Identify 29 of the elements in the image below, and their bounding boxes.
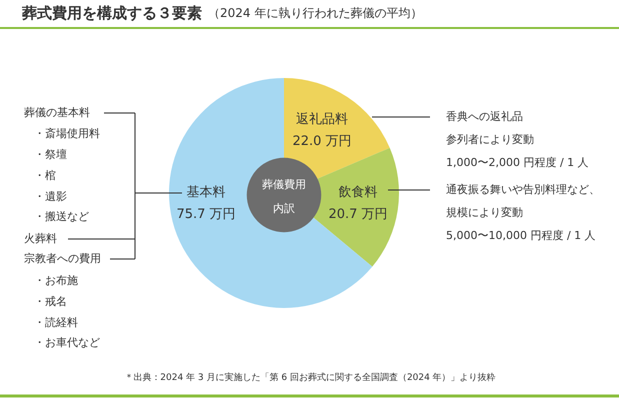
text: 通夜振る舞いや告別料理など、: [446, 183, 600, 196]
text: ・戒名: [34, 295, 67, 308]
chart-title: 葬式費用を構成する３要素: [21, 4, 202, 22]
slice-label: 基本料: [186, 185, 226, 200]
slice-label: 返礼品料: [296, 112, 348, 127]
data-label: 75.7 万円: [176, 207, 236, 222]
text: ・お車代など: [34, 336, 100, 349]
text: ・棺: [34, 169, 56, 182]
text: 香典への返礼品: [446, 110, 523, 123]
text: 葬儀の基本料: [24, 106, 90, 119]
text: ・斎場使用料: [34, 127, 100, 140]
text: 参列者により変動: [446, 133, 534, 146]
text: 規模により変動: [446, 206, 523, 219]
data-label: 22.0 万円: [292, 134, 352, 149]
text: ・読経料: [34, 316, 78, 329]
text: ・遺影: [34, 190, 67, 203]
text: 葬儀費用: [262, 178, 306, 191]
text: 1,000〜2,000 円程度 / 1 人: [446, 156, 589, 169]
text: ・祭壇: [34, 148, 67, 161]
text: 5,000〜10,000 円程度 / 1 人: [446, 229, 596, 242]
text: 宗教者への費用: [24, 252, 101, 265]
data-label: 20.7 万円: [328, 207, 388, 222]
slice-label: 飲食料: [338, 185, 378, 200]
chart-subtitle: （2024 年に執り行われた葬儀の平均）: [208, 6, 422, 20]
text: 内訳: [273, 202, 295, 215]
text: ＊出典：2024 年 3 月に実施した「第 6 回お葬式に関する全国調査（2024 年）」より抜粋: [124, 372, 496, 383]
text: ・搬送など: [34, 210, 89, 223]
text: 火葬料: [24, 232, 57, 245]
text: ・お布施: [34, 274, 78, 287]
